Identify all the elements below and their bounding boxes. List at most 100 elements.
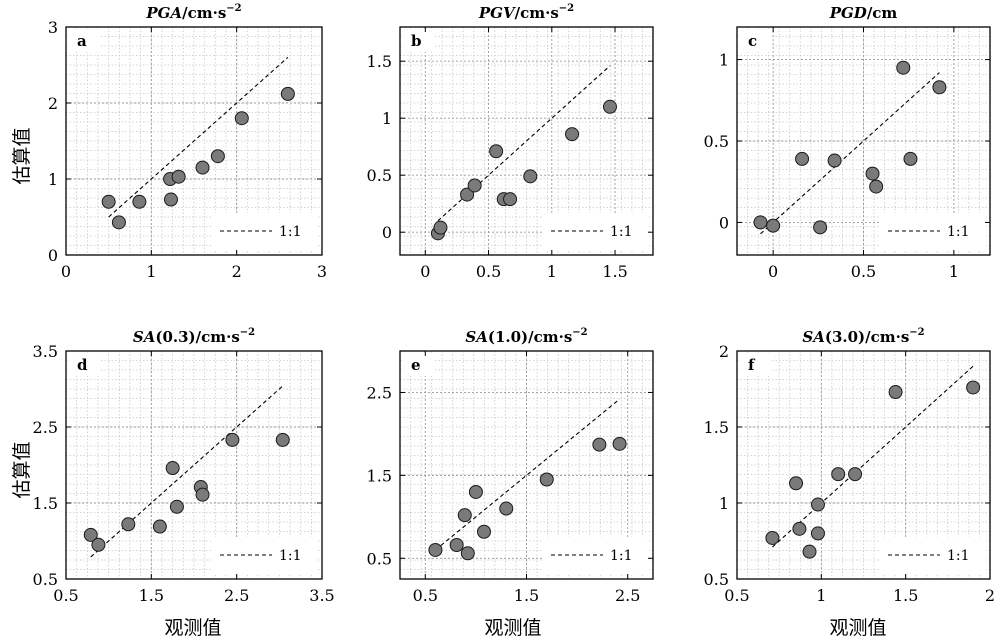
reference-line-1to1 <box>772 365 974 548</box>
y-tick-label: 1 <box>48 170 58 189</box>
panel-label-text: e <box>411 356 421 374</box>
panel-title: PGA/cm·s−2 <box>145 3 241 22</box>
data-point <box>827 153 842 168</box>
data-point <box>795 151 810 166</box>
y-tick-label: 1.5 <box>367 466 392 485</box>
axes-frame <box>65 350 323 580</box>
panel-label: d <box>69 354 99 376</box>
x-tick-label: 2 <box>985 586 995 605</box>
data-point <box>848 467 863 482</box>
data-point <box>457 508 472 523</box>
title-unit: (1.0)/cm·s <box>488 328 572 346</box>
data-point <box>169 499 184 514</box>
panel-label: e <box>403 354 433 376</box>
y-tick-label: 0 <box>719 213 729 232</box>
x-tick-label: 1 <box>816 586 826 605</box>
x-tick-label: 3.5 <box>309 586 334 605</box>
title-unit: /cm·s <box>515 4 559 22</box>
x-tick-label: 0.5 <box>476 262 501 281</box>
data-point <box>896 60 911 75</box>
x-tick-label: 3 <box>317 262 327 281</box>
panel-c: 1:1 c 0 0.5 1 0 0.5 1 PGD/cm <box>704 4 991 281</box>
legend-label: 1:1 <box>279 548 302 564</box>
data-point <box>903 151 918 166</box>
legend: 1:1 <box>543 537 649 573</box>
panel-title: SA(1.0)/cm·s−2 <box>465 327 587 346</box>
x-tick-label: 0 <box>61 262 71 281</box>
data-point <box>195 160 210 175</box>
panel-d: 1:1 d 0.5 1.5 2.5 3.5 0.5 1.5 2.5 3.5 SA(0.3)/cm·s… <box>33 327 335 605</box>
data-point <box>111 215 126 230</box>
panel-f: 1:1 f 0.5 1 1.5 2 0.5 1 1.5 2 SA(3.0)/cm·s−2 <box>704 327 996 605</box>
data-point <box>467 178 482 193</box>
x-tick-label: 0.5 <box>413 586 438 605</box>
data-point <box>869 179 884 194</box>
title-variable: PGA <box>145 4 182 22</box>
data-point <box>91 537 106 552</box>
y-tick-label: 0 <box>382 223 392 242</box>
axes-frame <box>736 350 991 580</box>
legend: 1:1 <box>880 213 986 249</box>
x-tick-label: 1 <box>949 262 959 281</box>
x-axis-label-left: 观测值 <box>164 617 221 639</box>
x-tick-label: 0.5 <box>851 262 876 281</box>
y-tick-label: 1.5 <box>33 494 58 513</box>
legend: 1:1 <box>543 213 649 249</box>
y-axis-label-top: 估算值 <box>11 127 33 184</box>
major-grid <box>400 27 653 255</box>
data-point <box>225 432 240 447</box>
x-tick-label: 2.5 <box>615 586 640 605</box>
panel-e: 1:1 e 0.5 1.5 2.5 0.5 1.5 2.5 SA(1.0)/cm·s−2 <box>367 327 654 605</box>
y-tick-label: 3.5 <box>33 342 58 361</box>
legend-label: 1:1 <box>279 224 302 240</box>
x-tick-label: 0 <box>768 262 778 281</box>
x-tick-label: 1 <box>547 262 557 281</box>
panel-label: c <box>740 30 770 52</box>
x-tick-label: 1 <box>146 262 156 281</box>
y-tick-label: 0 <box>48 246 58 265</box>
x-tick-label: 1.5 <box>602 262 627 281</box>
x-tick-label: 0 <box>420 262 430 281</box>
panel-a: 1:1 a 0 1 2 3 0 1 2 3 PGA/cm·s−2 <box>48 3 327 281</box>
title-unit: (0.3)/cm·s <box>155 328 239 346</box>
y-axis-label-bottom: 估算值 <box>11 441 33 498</box>
x-tick-label: 1.5 <box>139 586 164 605</box>
x-axis-label-middle: 观测值 <box>484 617 541 639</box>
reference-line-1to1 <box>108 56 289 218</box>
x-tick-label: 0.5 <box>724 586 749 605</box>
panel-label-box <box>740 30 770 52</box>
legend-label: 1:1 <box>947 548 970 564</box>
title-superscript: −2 <box>909 327 924 338</box>
data-point <box>503 192 518 207</box>
x-tick-label: 2 <box>232 262 242 281</box>
data-point <box>428 542 443 557</box>
panel-label-box <box>403 354 433 376</box>
legend-label: 1:1 <box>610 224 633 240</box>
title-unit: (3.0)/cm·s <box>825 328 909 346</box>
y-tick-label: 1 <box>719 51 729 70</box>
data-point <box>932 80 947 95</box>
data-point <box>195 487 210 502</box>
data-point <box>888 385 903 400</box>
data-point <box>592 437 607 452</box>
panel-label-text: d <box>77 356 88 374</box>
data-point <box>753 215 768 230</box>
y-tick-label: 1 <box>719 494 729 513</box>
title-unit: /cm <box>867 4 898 22</box>
panel-title: SA(3.0)/cm·s−2 <box>802 327 924 346</box>
y-tick-label: 0.5 <box>704 132 729 151</box>
title-superscript: −2 <box>572 327 587 338</box>
data-point <box>539 472 554 487</box>
x-tick-label: 1.5 <box>514 586 539 605</box>
x-tick-label: 2.5 <box>224 586 249 605</box>
data-point <box>831 467 846 482</box>
title-superscript: −2 <box>226 3 241 14</box>
panel-label-text: c <box>748 32 757 50</box>
data-point <box>476 524 491 539</box>
y-tick-label: 0.5 <box>367 549 392 568</box>
panel-label: b <box>403 30 433 52</box>
axes-frame <box>65 26 323 256</box>
y-tick-label: 2 <box>48 94 58 113</box>
x-axis-label-right: 观测值 <box>829 617 886 639</box>
